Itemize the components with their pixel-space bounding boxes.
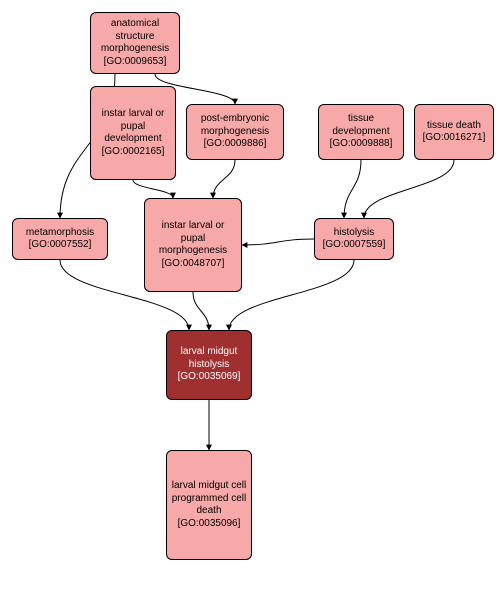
node-label: larval midgut cell programmed cell death… (171, 480, 247, 530)
node-label: metamorphosis [GO:0007552] (17, 227, 103, 252)
node-tissue_dev: tissue development [GO:0009888] (318, 104, 404, 160)
node-label: histolysis [GO:0007559] (319, 227, 389, 252)
node-label: post-embryonic morphogenesis [GO:0009886… (191, 113, 279, 151)
node-histolysis: histolysis [GO:0007559] (314, 218, 394, 260)
node-tissue_death: tissue death [GO:0016271] (414, 104, 494, 160)
edge-histolysis-to-larval_midgut_hist (229, 260, 354, 330)
node-label: instar larval or pupal morphogenesis [GO… (149, 220, 237, 270)
edge-instar_morph-to-larval_midgut_hist (193, 292, 209, 330)
edge-tissue_death-to-histolysis (364, 160, 454, 218)
node-instar_morph: instar larval or pupal morphogenesis [GO… (144, 198, 242, 292)
node-label: tissue death [GO:0016271] (419, 120, 489, 145)
edge-tissue_dev-to-histolysis (344, 160, 361, 218)
node-label: instar larval or pupal development [GO:0… (95, 108, 171, 158)
edge-instar_dev-to-instar_morph (133, 180, 173, 198)
edge-post_emb-to-instar_morph (213, 160, 235, 198)
node-larval_midgut_hist: larval midgut histolysis [GO:0035069] (166, 330, 252, 400)
node-metamorph: metamorphosis [GO:0007552] (12, 218, 108, 260)
node-label: tissue development [GO:0009888] (323, 113, 399, 151)
edge-histolysis-to-instar_morph (242, 239, 314, 245)
diagram-canvas: anatomical structure morphogenesis [GO:0… (0, 0, 504, 612)
node-label: larval midgut histolysis [GO:0035069] (171, 346, 247, 384)
node-post_emb: post-embryonic morphogenesis [GO:0009886… (186, 104, 284, 160)
node-anat_morph: anatomical structure morphogenesis [GO:0… (90, 12, 180, 74)
node-larval_midgut_death: larval midgut cell programmed cell death… (166, 450, 252, 560)
node-label: anatomical structure morphogenesis [GO:0… (95, 18, 175, 68)
node-instar_dev: instar larval or pupal development [GO:0… (90, 86, 176, 180)
edges-layer (0, 0, 504, 612)
